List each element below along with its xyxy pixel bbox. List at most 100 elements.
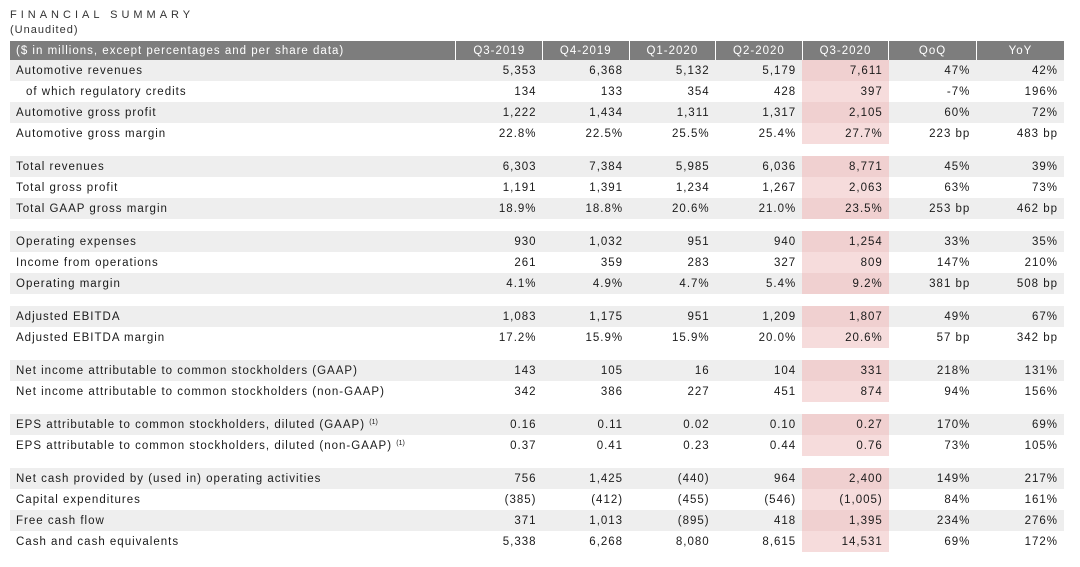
cell-yoy: 131% [976,360,1064,381]
cell-q3-2020: 331 [802,360,889,381]
table-row: EPS attributable to common stockholders,… [10,435,1064,456]
cell-qoq: 57 bp [936,331,971,344]
cell-q1-2020: 16 [629,360,716,381]
cell-q1-2020: 951 [629,306,716,327]
cell-q4-2019: 1,434 [542,102,630,123]
cell-q3-2019: 143 [455,360,543,381]
cell-qoq: 33% [888,231,977,252]
cell-qoq: 45% [888,156,977,177]
cell-q2-2020: 104 [715,360,803,381]
row-label: Total GAAP gross margin [10,198,456,219]
cell-qoq: 84% [944,493,971,506]
cell-yoy: 39% [976,156,1064,177]
cell-q3-2019: 5,353 [455,60,543,81]
cell-q3-2020: 1,254 [802,231,889,252]
cell-q4-2019: 22.5% [585,127,624,140]
cell-q1-2020: 25.5% [672,127,710,140]
cell-q4-2019: 0.11 [542,414,630,435]
row-label-text: Total GAAP gross margin [16,202,168,215]
cell-q2-2020: 5.4% [715,273,803,294]
cell-q4-2019: 1,032 [542,231,630,252]
cell-q4-2019: 1,175 [542,306,630,327]
cell-q2-2020: 418 [715,510,803,531]
cell-q1-2020: 951 [629,231,716,252]
row-label: EPS attributable to common stockholders,… [10,414,456,435]
page-title: FINANCIAL SUMMARY [10,9,195,21]
table-row: Adjusted EBITDA 1,083 1,175 951 1,209 1,807 49… [10,306,1064,327]
cell-q1-2020: 4.7% [629,273,716,294]
cell-qoq: 223 bp [929,127,971,140]
row-label: Net cash provided by (used in) operating… [10,468,456,489]
table-row: Automotive gross profit 1,222 1,434 1,311 1,… [10,102,1064,123]
table-row: Total gross profit 1,191 1,391 1,234 1,267 2,… [10,177,1064,198]
row-label-text: Automotive gross margin [16,127,167,140]
row-label: Operating expenses [10,231,456,252]
table-row: of which regulatory credits 134 133 354 428 3… [10,81,1064,102]
row-label-text: Net cash provided by (used in) operating… [16,472,322,485]
cell-q3-2019: 18.9% [455,198,543,219]
cell-yoy: 342 bp [1016,331,1058,344]
cell-q3-2019: 0.37 [510,439,537,452]
table-row: Automotive revenues 5,353 6,368 5,132 5,179 7… [10,60,1064,81]
cell-q3-2020: 1,807 [802,306,889,327]
row-label: Adjusted EBITDA [10,306,456,327]
cell-q4-2019: 6,268 [589,535,624,548]
table-row: Income from operations 261 359 283 327 809 147… [10,252,1064,273]
cell-q3-2019: 0.16 [455,414,543,435]
cell-yoy: 35% [976,231,1064,252]
cell-qoq: 63% [944,181,971,194]
cell-q3-2019: 261 [514,256,537,269]
header-q1-2020: Q1-2020 [628,41,716,60]
cell-q3-2019: 6,303 [455,156,543,177]
cell-q3-2020: 1,395 [802,510,889,531]
table-row: Total revenues 6,303 7,384 5,985 6,036 8,771 4… [10,156,1064,177]
cell-yoy: 217% [976,468,1064,489]
group-spacer [10,294,1064,306]
cell-qoq: 149% [888,468,977,489]
cell-qoq: 49% [888,306,977,327]
row-label: Total gross profit [10,177,456,198]
cell-q1-2020: 15.9% [672,331,710,344]
row-label: Automotive gross profit [10,102,456,123]
page-subtitle: (Unaudited) [10,24,79,36]
header-yoy: YoY [975,41,1064,60]
row-label-text: Operating margin [16,277,121,290]
cell-yoy: 67% [976,306,1064,327]
cell-q1-2020: 1,311 [629,102,716,123]
cell-q3-2020: 14,531 [802,531,889,552]
cell-q3-2019: 17.2% [498,331,537,344]
row-label-text: Net income attributable to common stockh… [16,385,385,398]
header-description: ($ in millions, except percentages and p… [10,41,456,60]
cell-yoy: 483 bp [1016,127,1058,140]
cell-yoy: 72% [976,102,1064,123]
cell-yoy: 161% [1024,493,1058,506]
cell-qoq: 147% [936,256,971,269]
cell-yoy: 156% [1024,385,1058,398]
cell-q3-2020: 8,771 [802,156,889,177]
table-row: Automotive gross margin 22.8% 22.5% 25.5% 25… [10,123,1064,144]
cell-q2-2020: 327 [774,256,797,269]
cell-q2-2020: 21.0% [715,198,803,219]
cell-qoq: 69% [944,535,971,548]
table-row: Total GAAP gross margin 18.9% 18.8% 20.6% 21… [10,198,1064,219]
cell-q1-2020: 20.6% [629,198,716,219]
cell-yoy: 210% [1024,256,1058,269]
cell-q4-2019: 359 [600,256,624,269]
row-label-text: Free cash flow [16,514,105,527]
financial-summary-table: ($ in millions, except percentages and p… [10,41,1064,552]
cell-q3-2019: 22.8% [498,127,537,140]
cell-q3-2019: 4.1% [455,273,543,294]
cell-q3-2020: 397 [802,81,889,102]
row-label: of which regulatory credits [10,81,456,102]
cell-q4-2019: 6,368 [542,60,630,81]
cell-q2-2020: (546) [764,493,797,506]
cell-yoy: 196% [1024,85,1058,98]
table-row: Operating expenses 930 1,032 951 940 1,254 33%… [10,231,1064,252]
header-q2-2020: Q2-2020 [715,41,803,60]
cell-qoq: 253 bp [888,198,977,219]
footnote-marker: (1) [396,439,405,447]
row-label-text: EPS attributable to common stockholders,… [16,418,366,431]
cell-q1-2020: (455) [677,493,710,506]
cell-q3-2019: 5,338 [502,535,537,548]
